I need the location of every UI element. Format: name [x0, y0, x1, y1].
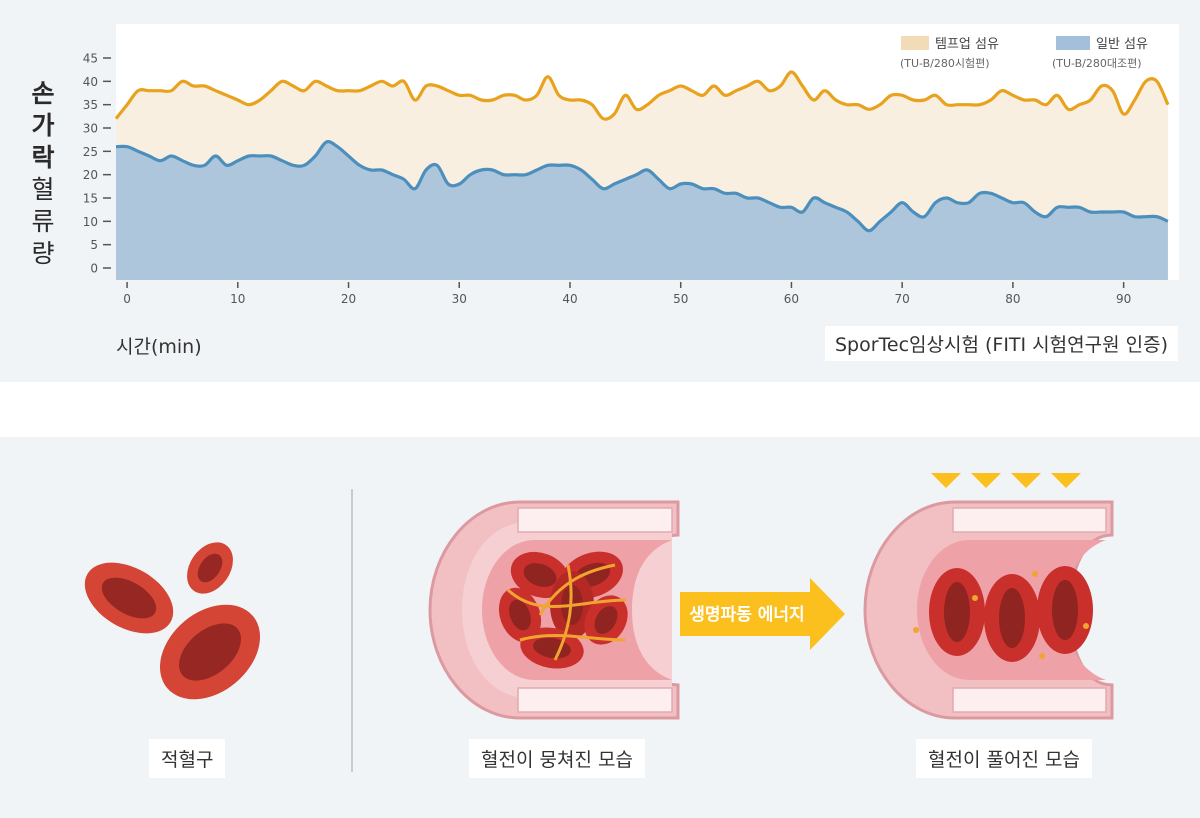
y-tick-label: 0: [90, 262, 98, 276]
series-layer: [114, 70, 1170, 280]
rbc-caption: 적혈구: [149, 739, 226, 778]
red-blood-cells: [84, 542, 261, 700]
series-normal-area: [116, 141, 1168, 280]
y-tick-label: 5: [90, 238, 98, 252]
energy-triangles: [931, 473, 1081, 488]
clumped-caption: 혈전이 뭉쳐진 모습: [469, 739, 645, 778]
fibrin-fibers: [506, 563, 627, 661]
x-tick-label: 30: [452, 292, 467, 306]
rbc-cell-1: [84, 562, 174, 634]
x-tick-label: 60: [784, 292, 799, 306]
y-axis-label: 손가락 혈류량: [26, 78, 60, 270]
x-tick-label: 50: [673, 292, 688, 306]
x-tick-label: 20: [341, 292, 356, 306]
x-axis: 0 10 20 30 40 50 60 70 80 90: [123, 282, 1131, 306]
source-label: SporTec임상시험 (FITI 시험연구원 인증): [824, 326, 1178, 361]
x-tick-label: 80: [1005, 292, 1020, 306]
legend-sub-tempup: (TU-B/280시험편): [900, 57, 990, 70]
y-tick-label: 30: [83, 122, 98, 136]
legend-sub-normal: (TU-B/280대조편): [1052, 57, 1142, 70]
legend-swatch-tempup: [901, 36, 929, 50]
energy-triangle-1: [931, 473, 961, 488]
rbc-cell-2: [187, 542, 233, 594]
y-tick-label: 10: [83, 215, 98, 229]
x-tick-label: 0: [123, 292, 131, 306]
legend: 템프업 섬유 (TU-B/280시험편) 일반 섬유 (TU-B/280대조편): [900, 36, 1148, 70]
y-tick-label: 45: [83, 52, 98, 66]
y-axis-label-bold: 손가락: [31, 79, 55, 172]
y-tick-label: 40: [83, 75, 98, 89]
y-axis: 0 5 10 15 20 25 30 35 40 45: [83, 52, 111, 276]
energy-triangle-3: [1011, 473, 1041, 488]
vessel-clumped: [428, 500, 680, 720]
y-tick-label: 20: [83, 168, 98, 182]
vessel-dissolved: [863, 500, 1114, 720]
rbc-cell-3: [159, 604, 261, 700]
x-tick-label: 40: [562, 292, 577, 306]
x-axis-label: 시간(min): [116, 336, 202, 358]
energy-arrow: 생명파동 에너지: [680, 578, 845, 650]
legend-label-normal: 일반 섬유: [1096, 37, 1148, 52]
energy-dots: [913, 571, 1089, 659]
y-axis-label-normal: 혈류량: [31, 175, 55, 268]
dissolved-caption: 혈전이 풀어진 모습: [916, 739, 1092, 778]
legend-label-tempup: 템프업 섬유: [935, 37, 999, 52]
series-tempup-line: [114, 70, 1170, 121]
series-normal-line: [115, 140, 1169, 233]
x-tick-label: 90: [1116, 292, 1131, 306]
energy-triangle-2: [971, 473, 1001, 488]
y-tick-label: 25: [83, 145, 98, 159]
area-chart: 0 5 10 15 20 25 30 35 40 45 0 10 20 30 40 50 60 70 80 90 템…: [83, 24, 1179, 306]
y-tick-label: 35: [83, 98, 98, 112]
dissolved-cells: [929, 566, 1093, 662]
x-tick-label: 70: [895, 292, 910, 306]
y-tick-label: 15: [83, 192, 98, 206]
legend-swatch-normal: [1056, 36, 1090, 50]
arrow-label: 생명파동 에너지: [689, 605, 804, 625]
energy-triangle-4: [1051, 473, 1081, 488]
x-tick-label: 10: [230, 292, 245, 306]
